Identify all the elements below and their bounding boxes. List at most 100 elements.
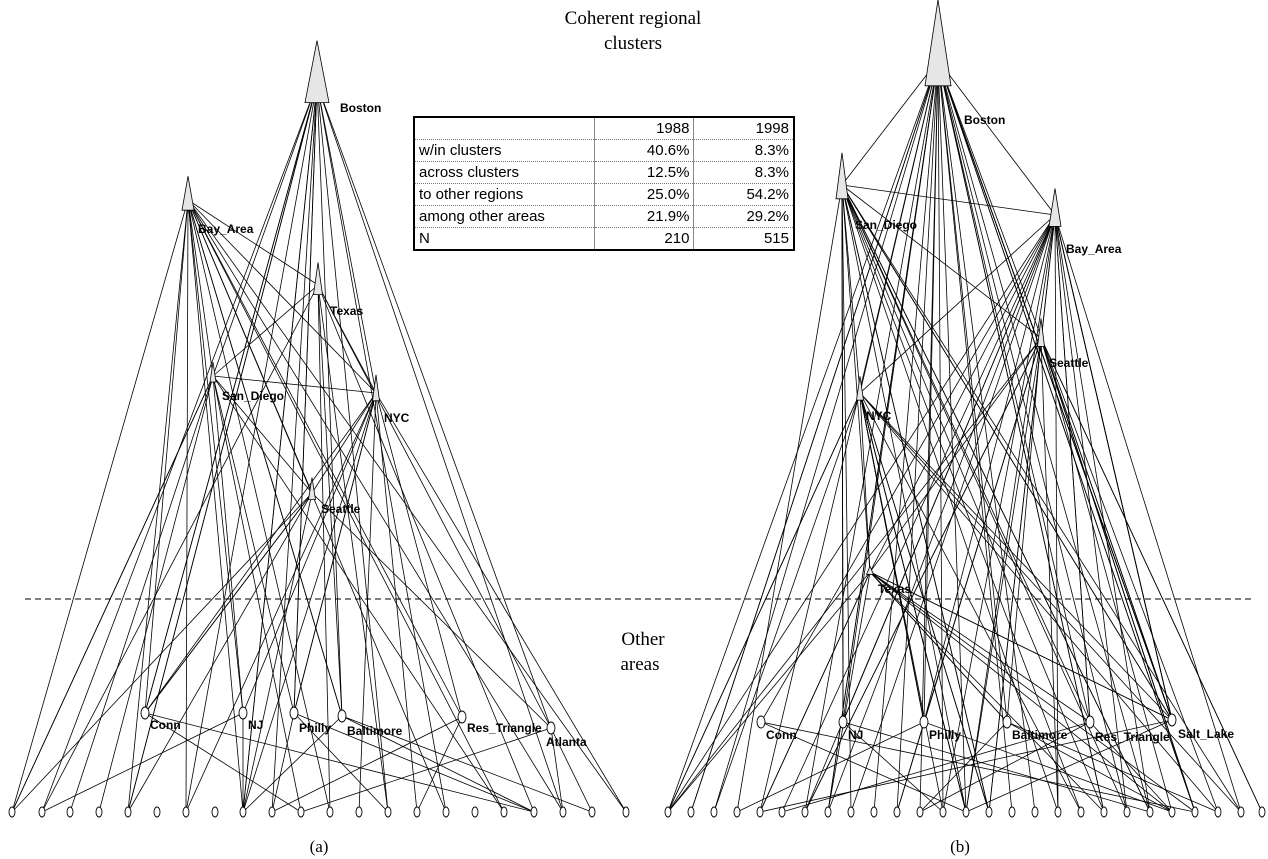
network-edge <box>859 392 990 813</box>
network-edge <box>242 492 313 813</box>
network-edge <box>869 337 1042 573</box>
peripheral-node <box>326 806 334 818</box>
other-areas-line-1: Other <box>621 629 665 650</box>
other-area-label-conn: Conn <box>150 718 181 732</box>
network-edge <box>690 59 939 813</box>
network-edge <box>144 712 302 813</box>
network-edge <box>937 59 1219 813</box>
network-edge <box>841 184 1128 813</box>
network-edge <box>293 712 535 813</box>
other-area-node-saltlake <box>1167 713 1177 727</box>
other-area-label-baltimore: Baltimore <box>347 724 403 738</box>
network-edge <box>760 214 1056 723</box>
network-edge <box>187 199 447 813</box>
cluster-node-seattle <box>308 477 316 501</box>
other-area-label-restri: Res_Triangle <box>1095 730 1170 744</box>
panel-b-caption: (b) <box>950 837 970 856</box>
network-edge <box>316 83 564 813</box>
peripheral-node <box>687 806 695 818</box>
peripheral-node <box>710 806 718 818</box>
network-edge <box>212 83 318 377</box>
cluster-label-sandiego: San_Diego <box>222 389 284 403</box>
network-edge <box>842 721 944 813</box>
network-edge <box>937 59 1091 723</box>
network-edge <box>316 83 389 813</box>
cluster-label-nyc: NYC <box>384 411 410 425</box>
peripheral-node <box>38 806 46 818</box>
network-edge <box>937 59 967 813</box>
peripheral-node <box>893 806 901 818</box>
network-edge <box>859 392 871 573</box>
other-area-label-atlanta: Atlanta <box>546 735 587 749</box>
network-edge <box>923 721 1173 813</box>
network-edge <box>937 59 944 813</box>
network-edge <box>293 712 389 813</box>
network-edge <box>667 571 871 813</box>
network-edge <box>341 715 535 813</box>
table-header-cell: 1988 <box>593 117 694 140</box>
cluster-node-texas <box>865 565 875 575</box>
table-header-cell <box>414 117 594 140</box>
network-edge <box>212 375 295 714</box>
network-edge <box>1054 214 1242 813</box>
network-edge <box>317 284 389 813</box>
network-edge <box>859 392 1219 813</box>
network-edge <box>937 59 1013 813</box>
cluster-node-nyc <box>372 374 380 402</box>
network-edge <box>1054 214 1151 813</box>
network-edge <box>827 214 1056 813</box>
panel-b-nodes: Conn NJ Philly Baltimore Res_Triangle Salt_La… <box>664 0 1266 818</box>
network-edge <box>144 392 377 714</box>
peripheral-node <box>1168 806 1176 818</box>
table-header-cell: 1998 <box>693 117 794 140</box>
other-area-label-restri: Res_Triangle <box>467 721 542 735</box>
network-edge <box>923 214 1056 723</box>
network-edge <box>11 375 214 813</box>
panel-a-caption: (a) <box>310 837 329 856</box>
network-edge <box>187 199 244 813</box>
cluster-node-boston <box>924 0 952 87</box>
network-edge <box>358 392 377 813</box>
other-area-node-philly <box>919 715 929 729</box>
network-edge <box>869 571 1105 813</box>
network-edge <box>873 59 939 813</box>
network-edge <box>311 492 552 729</box>
network-edge <box>11 199 189 813</box>
peripheral-node <box>471 806 479 818</box>
peripheral-node <box>182 806 190 818</box>
table-row-label: N <box>414 227 595 250</box>
table-row: to other regions 25.0% 54.2% <box>414 183 794 206</box>
cluster-label-bay: Bay_Area <box>198 222 254 236</box>
other-area-node-philly <box>289 706 299 720</box>
cluster-label-texas: Texas <box>330 304 363 318</box>
peripheral-node <box>664 806 672 818</box>
network-edge <box>242 392 377 813</box>
network-edge <box>185 199 189 813</box>
table-cell-1998: 515 <box>693 227 794 250</box>
other-area-label-conn: Conn <box>766 728 797 742</box>
peripheral-node <box>268 806 276 818</box>
network-edge <box>841 184 1042 339</box>
cluster-node-seattle <box>1037 318 1045 347</box>
network-edge <box>850 214 1056 813</box>
network-edge <box>896 59 939 813</box>
network-edge <box>841 184 1091 723</box>
peripheral-node <box>384 806 392 818</box>
cluster-node-sandiego <box>835 152 849 200</box>
network-edge <box>859 392 967 813</box>
cluster-node-bay <box>1048 188 1062 227</box>
other-area-label-philly: Philly <box>929 728 961 742</box>
network-edge <box>841 184 1056 216</box>
network-edge <box>919 721 1091 813</box>
network-edge <box>1089 721 1173 813</box>
other-area-label-nj: NJ <box>848 728 863 742</box>
network-edge <box>841 184 1105 813</box>
network-edge <box>271 716 463 813</box>
other-area-node-restri <box>457 710 467 724</box>
peripheral-node <box>95 806 103 818</box>
peripheral-node <box>588 806 596 818</box>
network-edge <box>1006 721 1173 813</box>
peripheral-node <box>1214 806 1222 818</box>
peripheral-node <box>1054 806 1062 818</box>
peripheral-node <box>1031 806 1039 818</box>
